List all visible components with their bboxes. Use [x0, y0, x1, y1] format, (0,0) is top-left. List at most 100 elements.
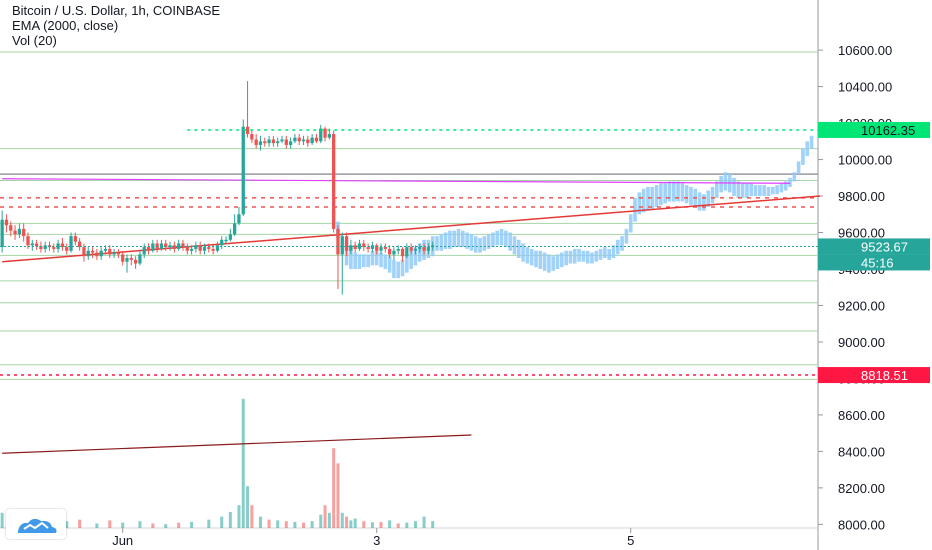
current-price-badge-box [818, 238, 930, 255]
projection-bar [770, 186, 775, 195]
volume-bar [151, 523, 155, 528]
volume-bar [284, 521, 288, 528]
projection-bar [512, 236, 517, 255]
volume-bar [349, 520, 353, 528]
projection-bar [766, 186, 771, 197]
projection-bar [461, 230, 465, 248]
projection-bar [357, 254, 362, 269]
candle-body [69, 236, 73, 251]
projection-bar [641, 188, 646, 213]
candle-body [297, 137, 301, 142]
projection-bar [671, 181, 676, 202]
candle-body [379, 247, 383, 251]
projection-bar [719, 175, 723, 193]
candle-body [65, 247, 69, 251]
candle-body [370, 245, 375, 249]
candle-body [271, 139, 276, 144]
volume-bar [78, 519, 82, 528]
y-tick-label: 10000.00 [838, 153, 892, 168]
projection-bar [603, 247, 607, 259]
lower-price-badge-box [818, 367, 930, 384]
projection-bar [349, 247, 353, 269]
projection-bar [663, 183, 667, 204]
volume-bar [65, 521, 69, 528]
candle-body [142, 247, 146, 255]
projection-bar [577, 248, 581, 262]
candle-body [362, 243, 366, 248]
candle-body [344, 236, 349, 251]
projection-bar [628, 214, 633, 233]
candle-body [250, 134, 254, 140]
candle-body [284, 139, 288, 145]
candle-body [349, 245, 353, 251]
candle-body [306, 139, 310, 144]
y-tick-label: 9000.00 [838, 335, 885, 350]
candle-body [319, 128, 323, 142]
projection-bar [615, 239, 620, 255]
candle-body [353, 245, 357, 249]
projection-bar [598, 248, 603, 260]
projection-bar [452, 230, 457, 248]
projection-bar [529, 248, 534, 266]
volume-bar [164, 524, 168, 528]
candle-body [405, 247, 409, 257]
projection-bar [379, 252, 383, 268]
candle-body [73, 236, 77, 242]
projection-bar [788, 177, 792, 187]
projection-bar [504, 230, 508, 248]
volume-bar [293, 521, 297, 528]
projection-bar [392, 259, 396, 279]
candle-body [103, 248, 108, 251]
candle-body [125, 258, 129, 262]
projection-bar [745, 183, 749, 198]
candle-body [357, 243, 362, 249]
candle-body [13, 230, 17, 235]
projection-bar [443, 232, 448, 249]
candle-body [228, 234, 232, 240]
candle-body [241, 126, 245, 215]
projection-bar [740, 183, 745, 198]
volume-bar [138, 521, 142, 528]
candle-body [340, 236, 344, 255]
projection-bar [435, 236, 439, 251]
volume-bar [422, 516, 426, 528]
projection-bar [482, 236, 487, 251]
projection-bar [469, 234, 474, 251]
countdown-badge-box [818, 254, 930, 271]
candle-body [164, 243, 168, 248]
projection-bar [684, 185, 689, 204]
candle-body [39, 246, 43, 249]
projection-bar [607, 248, 612, 260]
candle-body [332, 134, 336, 229]
volume-bar [246, 486, 250, 528]
candle-body [17, 228, 22, 235]
candle-body [129, 258, 133, 260]
candle-body [314, 137, 319, 142]
y-tick-label: 8000.00 [838, 517, 885, 532]
projection-bar [370, 250, 375, 266]
projection-bar [659, 183, 663, 206]
candle-body [198, 245, 202, 251]
x-tick-label: 3 [373, 533, 380, 548]
volume-bar [108, 520, 112, 528]
projection-bar [396, 261, 401, 279]
candle-body [263, 141, 267, 144]
projection-bar [465, 232, 469, 249]
candle-body [30, 243, 34, 246]
projection-bar [366, 254, 370, 268]
projection-bar [590, 252, 594, 264]
projection-bar [478, 237, 482, 253]
candle-body [237, 214, 241, 224]
projection-bar [654, 185, 659, 207]
projection-bar [762, 185, 766, 197]
volume-bar [190, 521, 194, 528]
projection-bar [585, 250, 590, 264]
volume-bar [362, 521, 366, 528]
projection-bar [491, 232, 495, 248]
projection-bar [732, 177, 736, 197]
y-tick-label: 8600.00 [838, 408, 885, 423]
y-tick-label: 8400.00 [838, 444, 885, 459]
candle-body [301, 139, 306, 142]
candle-body [43, 245, 47, 249]
